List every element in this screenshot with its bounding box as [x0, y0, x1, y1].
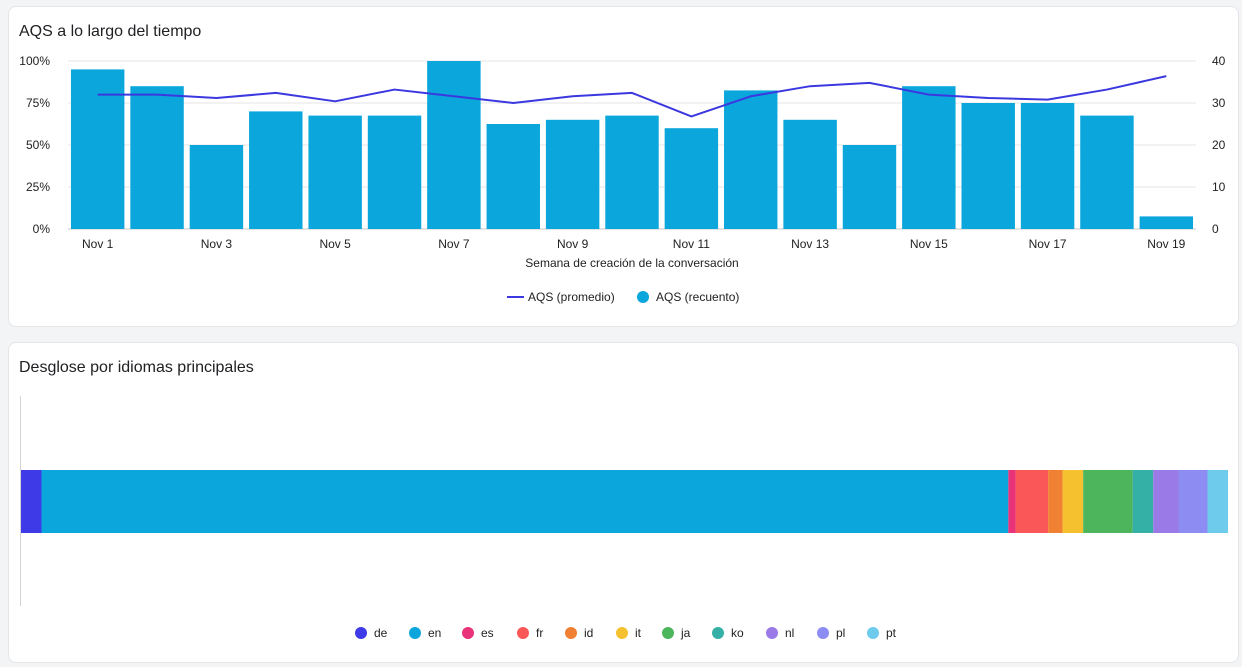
legend-count-swatch: [637, 291, 649, 303]
count-bar: [367, 115, 422, 229]
count-bar: [249, 111, 303, 229]
legend-swatch-pt: [867, 627, 879, 639]
language-segment-es: [1008, 470, 1016, 533]
count-bar: [961, 103, 1015, 229]
count-bar: [1139, 216, 1194, 229]
legend-swatch-es: [462, 627, 474, 639]
legend-count-label: AQS (recuento): [656, 290, 739, 304]
legend-label-de: de: [374, 626, 388, 640]
legend-label-id: id: [584, 626, 593, 640]
chart2-legend: de en es fr id it ja ko nl pl pt: [355, 626, 897, 640]
legend-swatch-ko: [712, 627, 724, 639]
count-bar: [189, 145, 244, 229]
x-tick-label: Nov 5: [319, 237, 351, 251]
x-tick-label: Nov 1: [82, 237, 114, 251]
y-left-tick-label: 75%: [26, 96, 50, 110]
y-right-tick-label: 40: [1212, 54, 1226, 68]
count-bar: [70, 69, 125, 230]
count-bar: [664, 128, 719, 229]
x-axis-title: Semana de creación de la conversación: [525, 256, 738, 270]
y-right-tick-label: 0: [1212, 222, 1219, 236]
y-right-tick-label: 30: [1212, 96, 1226, 110]
language-segment-nl: [1153, 470, 1179, 533]
language-breakdown-title: Desglose por idiomas principales: [19, 359, 254, 376]
count-bar: [783, 119, 837, 229]
legend-label-it: it: [635, 626, 642, 640]
legend-average-label: AQS (promedio): [528, 290, 615, 304]
legend-swatch-de: [355, 627, 367, 639]
legend-label-nl: nl: [785, 626, 794, 640]
x-tick-label: Nov 17: [1029, 237, 1067, 251]
legend-label-es: es: [481, 626, 494, 640]
legend-swatch-nl: [766, 627, 778, 639]
legend-swatch-id: [565, 627, 577, 639]
language-segment-fr: [1015, 470, 1049, 533]
x-tick-label: Nov 9: [557, 237, 589, 251]
legend-label-en: en: [428, 626, 441, 640]
count-bar: [486, 124, 540, 229]
count-bar: [427, 61, 481, 229]
count-bar: [545, 119, 600, 229]
count-bar: [605, 115, 659, 229]
x-tick-label: Nov 19: [1147, 237, 1185, 251]
count-bar: [1020, 103, 1075, 229]
y-left-tick-label: 100%: [19, 54, 50, 68]
y-right-tick-label: 10: [1212, 180, 1226, 194]
y-left-tick-label: 25%: [26, 180, 50, 194]
y-left-tick-label: 0%: [33, 222, 51, 236]
language-segment-pt: [1207, 470, 1228, 533]
legend-label-pt: pt: [886, 626, 897, 640]
legend-label-ko: ko: [731, 626, 744, 640]
count-bar: [1080, 115, 1134, 229]
y-right-tick-label: 20: [1212, 138, 1226, 152]
legend-label-ja: ja: [680, 626, 691, 640]
legend-swatch-it: [616, 627, 628, 639]
aqs-over-time-title: AQS a lo largo del tiempo: [19, 23, 202, 40]
legend-swatch-fr: [517, 627, 529, 639]
count-bar: [308, 115, 362, 229]
language-segment-ja: [1083, 470, 1133, 533]
language-segment-ko: [1132, 470, 1154, 533]
count-bar: [724, 90, 778, 230]
language-segment-de: [21, 470, 42, 533]
x-tick-label: Nov 15: [910, 237, 948, 251]
x-tick-label: Nov 7: [438, 237, 470, 251]
language-segment-it: [1062, 470, 1084, 533]
count-bar: [902, 86, 956, 229]
chart1-legend: AQS (promedio) AQS (recuento): [507, 290, 739, 304]
count-bar: [130, 86, 184, 229]
legend-label-pl: pl: [836, 626, 845, 640]
x-tick-label: Nov 3: [201, 237, 233, 251]
legend-swatch-pl: [817, 627, 829, 639]
legend-swatch-ja: [662, 627, 674, 639]
y-left-tick-label: 50%: [26, 138, 50, 152]
average-line: [97, 75, 1167, 118]
x-tick-label: Nov 11: [673, 237, 710, 251]
count-bar: [842, 145, 897, 229]
language-segment-en: [41, 470, 1009, 533]
legend-label-fr: fr: [536, 626, 543, 640]
legend-swatch-en: [409, 627, 421, 639]
x-tick-label: Nov 13: [791, 237, 829, 251]
language-segment-pl: [1178, 470, 1208, 533]
language-segment-id: [1048, 470, 1063, 533]
